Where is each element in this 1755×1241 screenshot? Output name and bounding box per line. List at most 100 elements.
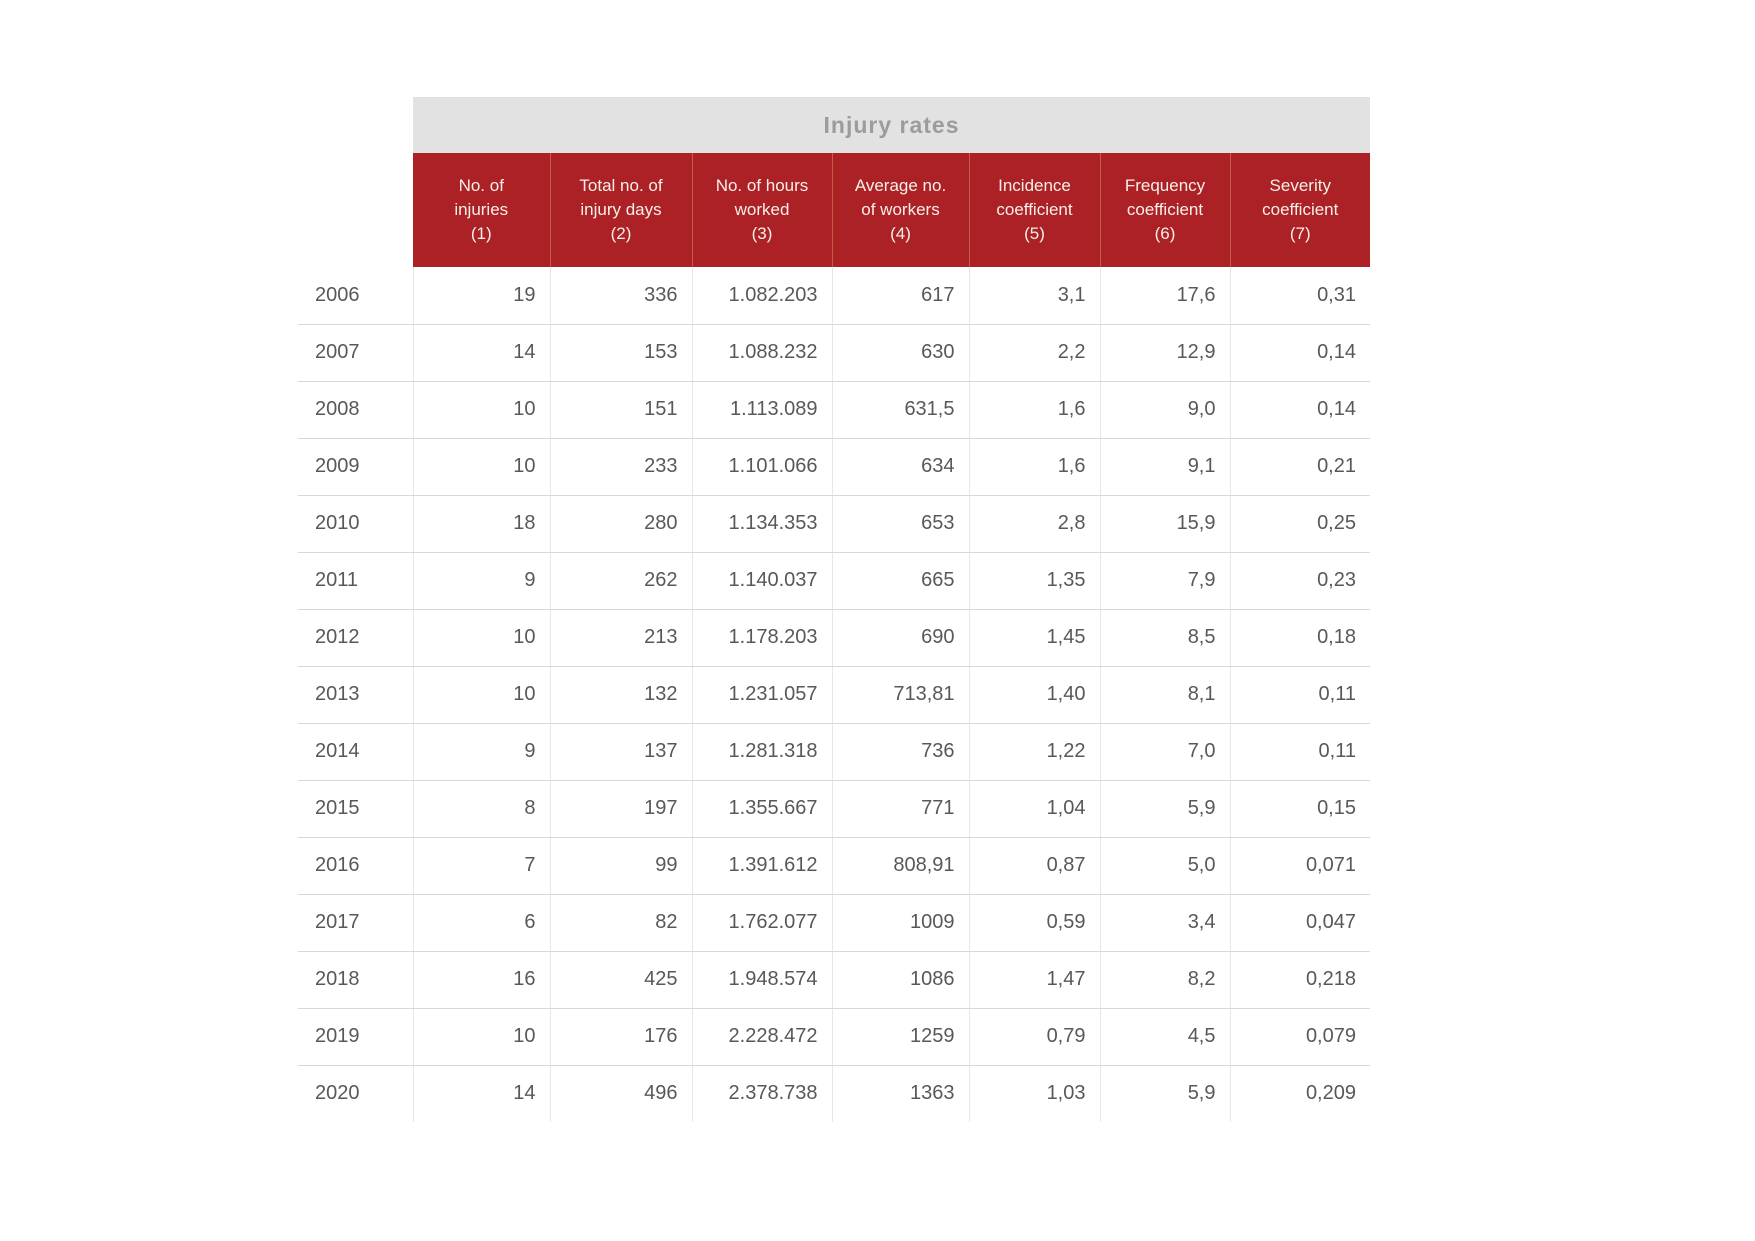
year-cell: 2007 (298, 324, 413, 382)
injury-rates-table: Injury rates No. of injuries (1) Total no… (298, 97, 1370, 1122)
value-cell: 17,6 (1099, 267, 1230, 325)
value-cell: 15,9 (1099, 495, 1230, 553)
value-cell: 0,31 (1229, 267, 1370, 325)
table-row: 2020 14 496 2.378.738 1363 1,03 5,9 0,209 (298, 1065, 1370, 1122)
value-cell: 7 (412, 837, 550, 895)
value-cell: 233 (549, 438, 692, 496)
value-cell: 665 (831, 552, 969, 610)
column-header: Incidence coefficient (5) (968, 153, 1100, 267)
value-cell: 617 (831, 267, 969, 325)
year-cell: 2006 (298, 267, 413, 325)
value-cell: 0,11 (1229, 723, 1370, 781)
value-cell: 1,6 (968, 381, 1100, 439)
value-cell: 3,4 (1099, 894, 1230, 952)
value-cell: 736 (831, 723, 969, 781)
column-header: Severity coefficient (7) (1229, 153, 1370, 267)
value-cell: 0,59 (968, 894, 1100, 952)
column-header: No. of injuries (1) (413, 153, 550, 267)
value-cell: 1,47 (968, 951, 1100, 1009)
value-cell: 153 (549, 324, 692, 382)
value-cell: 280 (549, 495, 692, 553)
table-row: 2019 10 176 2.228.472 1259 0,79 4,5 0,079 (298, 1008, 1370, 1066)
value-cell: 9 (412, 723, 550, 781)
value-cell: 12,9 (1099, 324, 1230, 382)
table-row: 2010 18 280 1.134.353 653 2,8 15,9 0,25 (298, 495, 1370, 553)
year-cell: 2014 (298, 723, 413, 781)
table-row: 2008 10 151 1.113.089 631,5 1,6 9,0 0,14 (298, 381, 1370, 439)
value-cell: 14 (412, 1065, 550, 1122)
value-cell: 496 (549, 1065, 692, 1122)
table-row: 2007 14 153 1.088.232 630 2,2 12,9 0,14 (298, 324, 1370, 382)
year-cell: 2019 (298, 1008, 413, 1066)
year-cell: 2012 (298, 609, 413, 667)
column-header: Average no. of workers (4) (831, 153, 969, 267)
value-cell: 771 (831, 780, 969, 838)
value-cell: 0,87 (968, 837, 1100, 895)
table-title-row: Injury rates (298, 97, 1370, 153)
value-cell: 1.134.353 (691, 495, 832, 553)
value-cell: 1009 (831, 894, 969, 952)
year-cell: 2010 (298, 495, 413, 553)
value-cell: 1.948.574 (691, 951, 832, 1009)
value-cell: 9,1 (1099, 438, 1230, 496)
value-cell: 1,03 (968, 1065, 1100, 1122)
value-cell: 653 (831, 495, 969, 553)
value-cell: 2.378.738 (691, 1065, 832, 1122)
value-cell: 10 (412, 609, 550, 667)
value-cell: 9,0 (1099, 381, 1230, 439)
value-cell: 10 (412, 438, 550, 496)
column-header: Total no. of injury days (2) (549, 153, 692, 267)
value-cell: 1.762.077 (691, 894, 832, 952)
value-cell: 630 (831, 324, 969, 382)
value-cell: 0,25 (1229, 495, 1370, 553)
value-cell: 82 (549, 894, 692, 952)
year-cell: 2009 (298, 438, 413, 496)
value-cell: 1,40 (968, 666, 1100, 724)
value-cell: 2,8 (968, 495, 1100, 553)
value-cell: 1.281.318 (691, 723, 832, 781)
value-cell: 1.231.057 (691, 666, 832, 724)
value-cell: 1086 (831, 951, 969, 1009)
value-cell: 5,9 (1099, 1065, 1230, 1122)
column-header-row: No. of injuries (1) Total no. of injury d… (298, 153, 1370, 267)
value-cell: 5,0 (1099, 837, 1230, 895)
value-cell: 1,35 (968, 552, 1100, 610)
value-cell: 6 (412, 894, 550, 952)
value-cell: 10 (412, 381, 550, 439)
value-cell: 7,0 (1099, 723, 1230, 781)
value-cell: 425 (549, 951, 692, 1009)
table-row: 2015 8 197 1.355.667 771 1,04 5,9 0,15 (298, 780, 1370, 838)
value-cell: 1259 (831, 1008, 969, 1066)
value-cell: 1.113.089 (691, 381, 832, 439)
value-cell: 4,5 (1099, 1008, 1230, 1066)
year-cell: 2018 (298, 951, 413, 1009)
value-cell: 10 (412, 1008, 550, 1066)
value-cell: 262 (549, 552, 692, 610)
value-cell: 1363 (831, 1065, 969, 1122)
value-cell: 1.391.612 (691, 837, 832, 895)
value-cell: 631,5 (831, 381, 969, 439)
value-cell: 336 (549, 267, 692, 325)
column-header: No. of hours worked (3) (691, 153, 832, 267)
corner-spacer (298, 153, 413, 267)
table-row: 2014 9 137 1.281.318 736 1,22 7,0 0,11 (298, 723, 1370, 781)
value-cell: 18 (412, 495, 550, 553)
value-cell: 132 (549, 666, 692, 724)
value-cell: 8,2 (1099, 951, 1230, 1009)
value-cell: 19 (412, 267, 550, 325)
value-cell: 1,04 (968, 780, 1100, 838)
value-cell: 7,9 (1099, 552, 1230, 610)
value-cell: 151 (549, 381, 692, 439)
year-cell: 2008 (298, 381, 413, 439)
value-cell: 99 (549, 837, 692, 895)
year-cell: 2020 (315, 1082, 360, 1105)
table-title: Injury rates (413, 97, 1370, 153)
value-cell: 8,1 (1099, 666, 1230, 724)
value-cell: 1.140.037 (691, 552, 832, 610)
table-body: 2006 19 336 1.082.203 617 3,1 17,6 0,31 2007 14 15… (298, 267, 1370, 1122)
value-cell: 0,15 (1229, 780, 1370, 838)
value-cell: 634 (831, 438, 969, 496)
value-cell: 1.082.203 (691, 267, 832, 325)
year-cell: 2013 (298, 666, 413, 724)
value-cell: 8 (412, 780, 550, 838)
